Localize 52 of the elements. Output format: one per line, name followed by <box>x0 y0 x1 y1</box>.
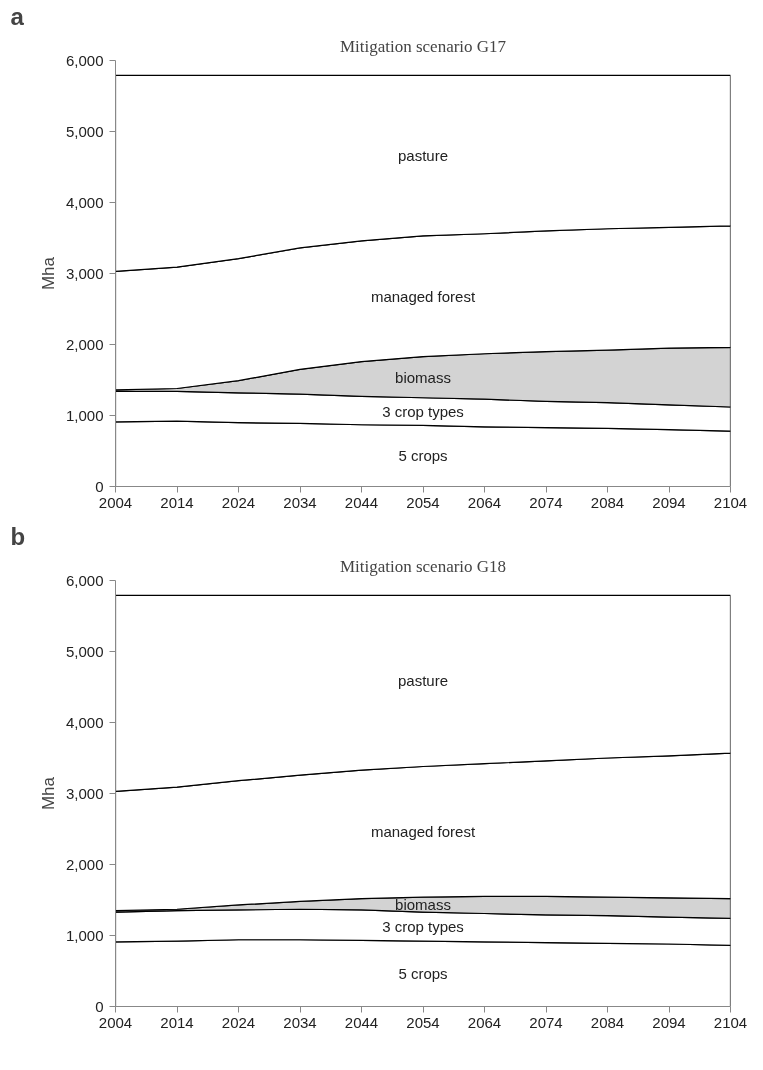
text: a <box>10 2 25 30</box>
x-tick-label: 2084 <box>590 1013 625 1031</box>
series-label: managed forest <box>370 823 476 841</box>
x-tick-label: 2014 <box>160 493 194 511</box>
y-tick-label: 6,000 <box>65 571 104 589</box>
y-tick-label: 1,000 <box>65 406 104 424</box>
y-tick-label: 4,000 <box>65 713 104 731</box>
y-tick-label: 2,000 <box>65 335 104 353</box>
y-axis-title: Mha <box>38 776 58 811</box>
y-tick-label: 0 <box>95 477 104 495</box>
series-label: biomass <box>395 368 451 386</box>
y-tick-label: 4,000 <box>65 193 104 211</box>
x-tick-label: 2034 <box>283 1013 317 1031</box>
chart-title: Mitigation scenario G18 <box>339 556 507 576</box>
x-tick-label: 2084 <box>590 493 625 511</box>
series-label: pasture <box>397 672 449 690</box>
x-tick-label: 2024 <box>221 493 256 511</box>
series-label: 5 crops <box>398 965 448 983</box>
x-tick-label: 2034 <box>283 493 317 511</box>
series-label: managed forest <box>370 287 476 305</box>
x-tick-label: 2004 <box>98 1013 133 1031</box>
x-tick-label: 2104 <box>713 1013 748 1031</box>
x-tick-label: 2004 <box>98 493 133 511</box>
x-tick-label: 2024 <box>221 1013 256 1031</box>
series-label: 5 crops <box>398 447 448 465</box>
x-tick-label: 2104 <box>713 493 748 511</box>
text: b <box>10 522 26 550</box>
series-label: 3 crop types <box>382 403 464 421</box>
y-tick-label: 3,000 <box>65 264 104 282</box>
y-tick-label: 0 <box>95 997 104 1015</box>
series-label: 3 crop types <box>382 918 464 936</box>
y-tick-label: 5,000 <box>65 642 104 660</box>
x-tick-label: 2044 <box>344 1013 379 1031</box>
series-label: biomass <box>395 896 451 914</box>
y-axis-title: Mha <box>38 256 58 291</box>
chart-title: Mitigation scenario G17 <box>339 36 507 56</box>
x-tick-label: 2014 <box>160 1013 194 1031</box>
x-tick-label: 2074 <box>529 493 563 511</box>
y-tick-label: 5,000 <box>65 122 104 140</box>
x-tick-label: 2094 <box>652 1013 686 1031</box>
series-label: pasture <box>397 147 449 165</box>
x-tick-label: 2044 <box>344 493 379 511</box>
y-tick-label: 1,000 <box>65 926 104 944</box>
x-tick-label: 2064 <box>467 1013 502 1031</box>
x-tick-label: 2094 <box>652 493 686 511</box>
x-tick-label: 2074 <box>529 1013 563 1031</box>
y-tick-label: 3,000 <box>65 784 104 802</box>
x-tick-label: 2054 <box>406 1013 440 1031</box>
y-tick-label: 6,000 <box>65 51 104 69</box>
x-tick-label: 2064 <box>467 493 502 511</box>
y-tick-label: 2,000 <box>65 855 104 873</box>
x-tick-label: 2054 <box>406 493 440 511</box>
